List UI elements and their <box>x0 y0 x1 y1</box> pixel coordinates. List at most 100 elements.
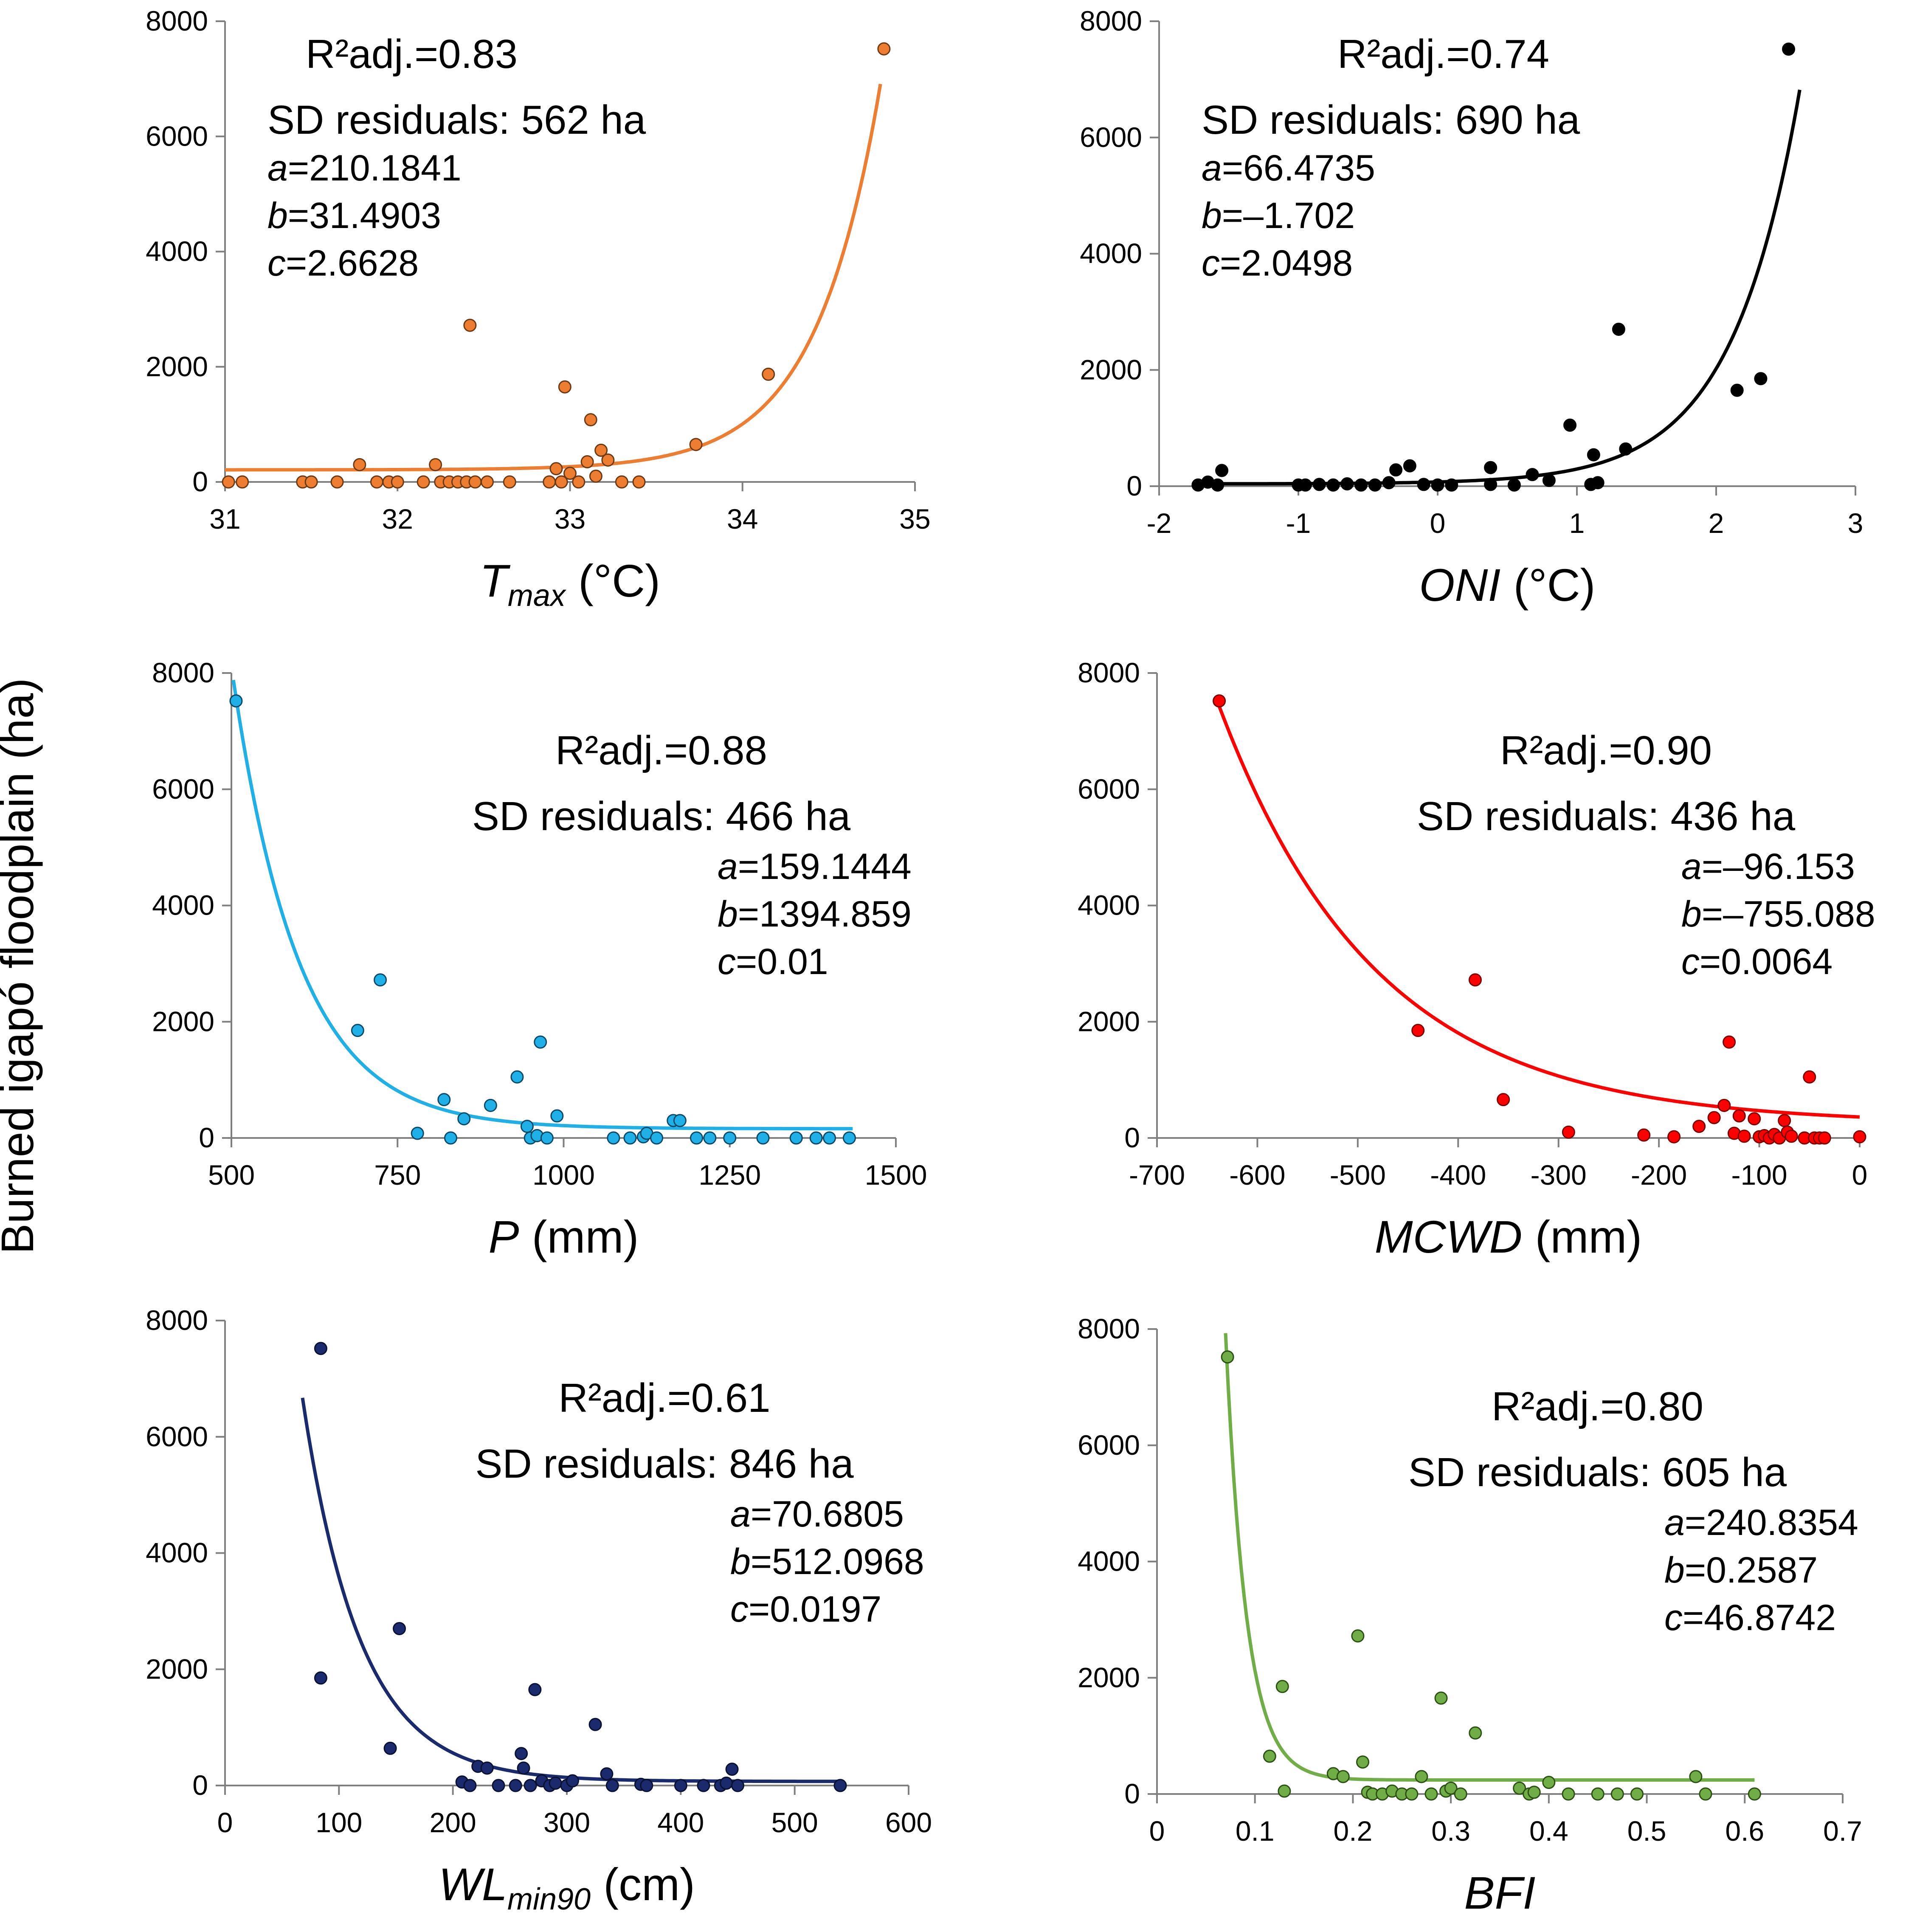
data-point <box>1689 1770 1703 1783</box>
data-point <box>756 1131 770 1145</box>
x-tick-label: 1 <box>1569 507 1585 539</box>
data-point <box>1434 1691 1448 1705</box>
param-a: a=–96.153 <box>1681 846 1855 887</box>
x-tick-label: 0.2 <box>1334 1815 1373 1847</box>
sd-annotation: SD residuals: 562 ha <box>267 97 646 143</box>
data-point <box>1356 1755 1369 1769</box>
data-point <box>374 973 387 987</box>
r2-annotation: R²adj.=0.61 <box>559 1375 771 1421</box>
data-point <box>1782 42 1796 56</box>
data-point <box>1445 478 1458 492</box>
data-point <box>600 1767 614 1781</box>
data-point <box>370 475 383 489</box>
x-tick-label: 0 <box>1852 1159 1868 1191</box>
param-b: b=–1.702 <box>1202 195 1355 236</box>
x-tick-label: 2 <box>1709 507 1724 539</box>
x-tick-label: 1250 <box>698 1159 761 1191</box>
data-point <box>437 1093 451 1107</box>
sd-annotation: SD residuals: 436 ha <box>1417 794 1796 839</box>
y-tick-label: 0 <box>1124 1778 1140 1809</box>
data-point <box>589 469 602 483</box>
x-tick-label: 32 <box>382 503 413 535</box>
x-tick-label: 500 <box>208 1159 255 1191</box>
x-tick-label: 750 <box>374 1159 421 1191</box>
data-point <box>594 443 608 457</box>
param-a: a=159.1444 <box>718 846 912 887</box>
param-c: c=2.6628 <box>267 243 419 284</box>
x-tick-label: 0.3 <box>1431 1815 1470 1847</box>
data-point <box>605 1779 619 1792</box>
data-point <box>1717 1098 1731 1112</box>
data-point <box>1215 464 1229 477</box>
data-point <box>330 475 344 489</box>
data-point <box>510 1070 524 1084</box>
r2-annotation: R²adj.=0.80 <box>1492 1384 1703 1429</box>
data-point <box>417 475 430 489</box>
data-point <box>555 475 568 489</box>
data-point <box>1389 463 1403 477</box>
x-tick-label: -500 <box>1330 1159 1386 1191</box>
data-point <box>731 1779 744 1792</box>
data-point <box>1587 448 1600 462</box>
data-point <box>673 1114 687 1127</box>
data-point <box>809 1131 823 1145</box>
data-point <box>236 475 249 489</box>
data-point <box>543 475 556 489</box>
y-tick-label: 4000 <box>146 1537 208 1569</box>
data-point <box>1354 478 1368 492</box>
data-point <box>515 1747 528 1760</box>
sd-annotation: SD residuals: 690 ha <box>1202 97 1580 143</box>
data-point <box>411 1127 424 1140</box>
y-tick-label: 0 <box>192 1769 208 1801</box>
data-point <box>534 1035 547 1049</box>
data-point <box>689 438 703 451</box>
data-point <box>615 475 628 489</box>
y-tick-label: 8000 <box>1078 1313 1140 1344</box>
y-tick-label: 0 <box>192 466 208 497</box>
data-point <box>1667 1130 1681 1143</box>
y-tick-label: 8000 <box>146 5 208 37</box>
param-b: b=31.4903 <box>267 195 441 236</box>
data-point <box>353 458 366 471</box>
param-a: a=240.8354 <box>1664 1502 1858 1543</box>
x-tick-label: 0.6 <box>1725 1815 1764 1847</box>
param-c: c=0.0197 <box>730 1589 881 1630</box>
fit-curve <box>231 679 853 1131</box>
data-point <box>1562 1787 1575 1801</box>
data-point <box>1213 694 1226 708</box>
data-point <box>762 367 775 381</box>
x-tick-label: 0.7 <box>1823 1815 1862 1847</box>
panel-mcwd: 0 2000 4000 6000 8000 -700 -600 -500 -400 -300 -20… <box>1078 657 1875 1262</box>
data-point <box>558 380 571 394</box>
data-point <box>1610 1787 1624 1801</box>
data-point <box>842 1131 856 1145</box>
data-point <box>650 1131 664 1145</box>
data-point <box>690 1131 703 1145</box>
data-point <box>549 462 563 476</box>
data-point <box>229 694 243 708</box>
y-tick-label: 4000 <box>1078 890 1140 921</box>
data-point <box>517 1761 530 1775</box>
data-point <box>1591 1787 1604 1801</box>
data-point <box>520 1120 534 1133</box>
x-tick-label: -600 <box>1229 1159 1285 1191</box>
data-point <box>1469 1726 1482 1740</box>
x-tick-label: -300 <box>1531 1159 1587 1191</box>
param-a: a=66.4735 <box>1202 148 1375 189</box>
y-tick-label: 0 <box>1124 1122 1140 1153</box>
y-tick-label: 2000 <box>146 351 208 382</box>
x-tick-label: 0.4 <box>1529 1815 1568 1847</box>
x-tick-label: 0 <box>1430 507 1446 539</box>
param-c: c=0.01 <box>718 941 828 982</box>
data-point <box>1637 1128 1651 1142</box>
data-point <box>1619 442 1633 456</box>
panel-bfi: 0 2000 4000 6000 8000 0 0.1 0.2 0.3 0.4 0.5 0.6 0.7 B… <box>1078 1313 1862 1918</box>
data-point <box>1340 477 1354 491</box>
data-point <box>640 1779 653 1792</box>
data-point <box>1454 1787 1467 1801</box>
y-tick-label: 0 <box>199 1122 214 1153</box>
x-tick-label: 34 <box>727 503 758 535</box>
x-tick-label: 200 <box>430 1807 476 1838</box>
data-point <box>1785 1129 1798 1143</box>
data-point <box>1415 1770 1428 1783</box>
